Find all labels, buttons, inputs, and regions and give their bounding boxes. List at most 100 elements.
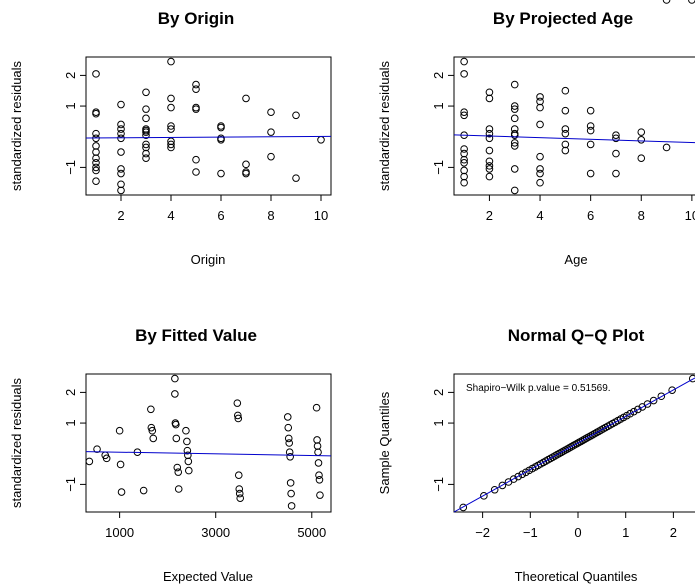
data-point: [172, 434, 181, 443]
data-point: [267, 108, 275, 116]
data-point: [460, 166, 468, 175]
data-point: [167, 57, 175, 66]
data-point: [612, 134, 620, 143]
x-axis-label: Expected Value: [163, 569, 253, 584]
data-point: [510, 129, 519, 138]
data-point: [147, 405, 155, 414]
data-point: [287, 489, 295, 498]
data-point: [637, 136, 646, 144]
data-point: [561, 125, 570, 133]
data-point: [586, 106, 595, 115]
data-point: [567, 443, 576, 451]
data-point: [536, 97, 544, 106]
y-tick-label: −1: [431, 160, 446, 175]
data-point: [185, 466, 193, 475]
y-tick-label: 1: [431, 419, 446, 426]
data-point: [577, 437, 585, 446]
data-point: [172, 420, 180, 429]
data-point: [662, 143, 671, 152]
y-tick-label: 2: [431, 389, 446, 396]
y-tick-label: 1: [63, 419, 78, 426]
data-point: [460, 178, 468, 187]
data-point: [235, 489, 244, 498]
data-point: [167, 122, 175, 130]
data-point: [217, 123, 225, 132]
data-point: [490, 485, 499, 494]
plot-title: By Origin: [158, 9, 235, 28]
data-point: [588, 430, 597, 439]
data-point: [485, 157, 494, 166]
x-tick-label: 0: [574, 525, 581, 540]
data-point: [192, 155, 200, 164]
data-point: [234, 414, 243, 423]
data-point: [561, 106, 570, 115]
data-point: [286, 453, 294, 461]
data-point: [612, 131, 620, 139]
data-point: [92, 129, 100, 138]
x-tick-label: 4: [167, 208, 174, 223]
data-point: [117, 129, 125, 138]
data-point: [510, 102, 519, 110]
data-point: [584, 433, 593, 441]
fit-line: [453, 134, 695, 144]
data-point: [573, 439, 581, 448]
data-point: [586, 432, 595, 440]
data-point: [217, 122, 225, 130]
data-point: [586, 126, 595, 135]
data-point: [142, 131, 150, 139]
data-point: [460, 145, 468, 153]
data-point: [174, 468, 183, 476]
data-point: [314, 459, 323, 467]
data-point: [509, 475, 518, 483]
data-point: [668, 386, 676, 394]
data-point: [233, 399, 242, 407]
data-point: [235, 485, 244, 493]
plot-frame: [85, 56, 332, 196]
data-point: [485, 172, 494, 181]
data-point: [236, 494, 245, 503]
data-point: [314, 448, 322, 457]
data-point: [92, 109, 100, 118]
data-point: [242, 168, 250, 176]
data-point: [183, 446, 192, 455]
data-point: [192, 80, 200, 89]
x-tick-label: 10: [685, 208, 695, 223]
panel-by-fitted-value: By Fitted Value 1000 3000 5000 −1 1 2 Expect…: [9, 326, 332, 584]
x-tick-label: 6: [587, 208, 594, 223]
data-point: [285, 439, 294, 447]
data-point: [626, 409, 634, 418]
data-point: [498, 481, 507, 490]
data-point: [142, 88, 150, 97]
data-point: [536, 93, 544, 101]
data-point: [561, 140, 570, 149]
data-point: [582, 434, 591, 442]
data-point: [637, 154, 646, 162]
x-axis-label: Age: [564, 252, 587, 267]
data-point: [460, 155, 468, 164]
data-point: [485, 88, 494, 97]
data-point: [579, 436, 587, 445]
data-point: [612, 169, 620, 178]
y-tick-label: 1: [431, 102, 446, 109]
data-point: [637, 128, 646, 136]
data-point: [167, 125, 175, 133]
data-point: [510, 165, 519, 173]
data-point: [612, 149, 620, 158]
y-tick-label: 1: [63, 102, 78, 109]
data-point: [183, 437, 191, 446]
data-point: [93, 445, 101, 453]
data-point: [536, 165, 544, 173]
y-tick-label: 2: [63, 389, 78, 396]
x-tick-label: 5000: [297, 525, 326, 540]
data-point: [217, 136, 225, 144]
data-point: [192, 103, 200, 112]
y-tick-label: 2: [431, 72, 446, 79]
data-point: [284, 434, 293, 443]
data-point: [117, 148, 125, 156]
data-point: [480, 492, 488, 500]
data-point: [242, 94, 250, 103]
data-point: [115, 426, 124, 435]
data-point: [485, 146, 494, 155]
data-point: [312, 403, 321, 412]
